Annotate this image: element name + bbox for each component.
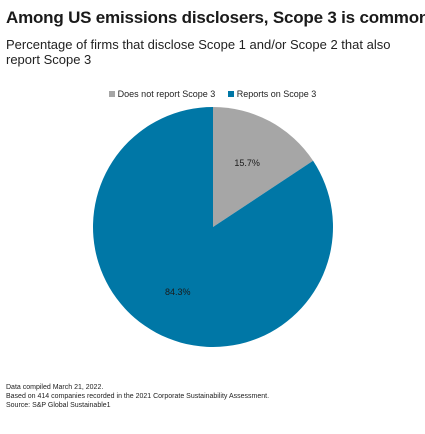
footnote-source: Source: S&P Global Sustainable1: [6, 402, 111, 409]
legend: Does not report Scope 3 Reports on Scope…: [0, 89, 425, 99]
chart-subtitle: Percentage of firms that disclose Scope …: [6, 37, 391, 67]
pie-data-label-1: 84.3%: [165, 287, 191, 297]
legend-label-not-report: Does not report Scope 3: [117, 89, 216, 99]
footnote-basis: Based on 414 companies recorded in the 2…: [6, 393, 270, 400]
legend-item-reports: Reports on Scope 3: [227, 89, 317, 99]
legend-label-reports: Reports on Scope 3: [236, 89, 317, 99]
pie-data-label-0: 15.7%: [234, 158, 260, 168]
legend-item-not-report: Does not report Scope 3: [108, 89, 216, 99]
legend-swatch-not-report: [108, 91, 115, 97]
chart-title: Among US emissions disclosers, Scope 3 i…: [6, 8, 425, 27]
pie-slice-0: [213, 107, 314, 227]
footnotes: Data compiled March 21, 2022. Based on 4…: [6, 383, 269, 410]
footnote-date: Data compiled March 21, 2022.: [6, 384, 104, 391]
legend-swatch-reports: [227, 91, 234, 97]
pie-slice-1: [93, 107, 334, 347]
